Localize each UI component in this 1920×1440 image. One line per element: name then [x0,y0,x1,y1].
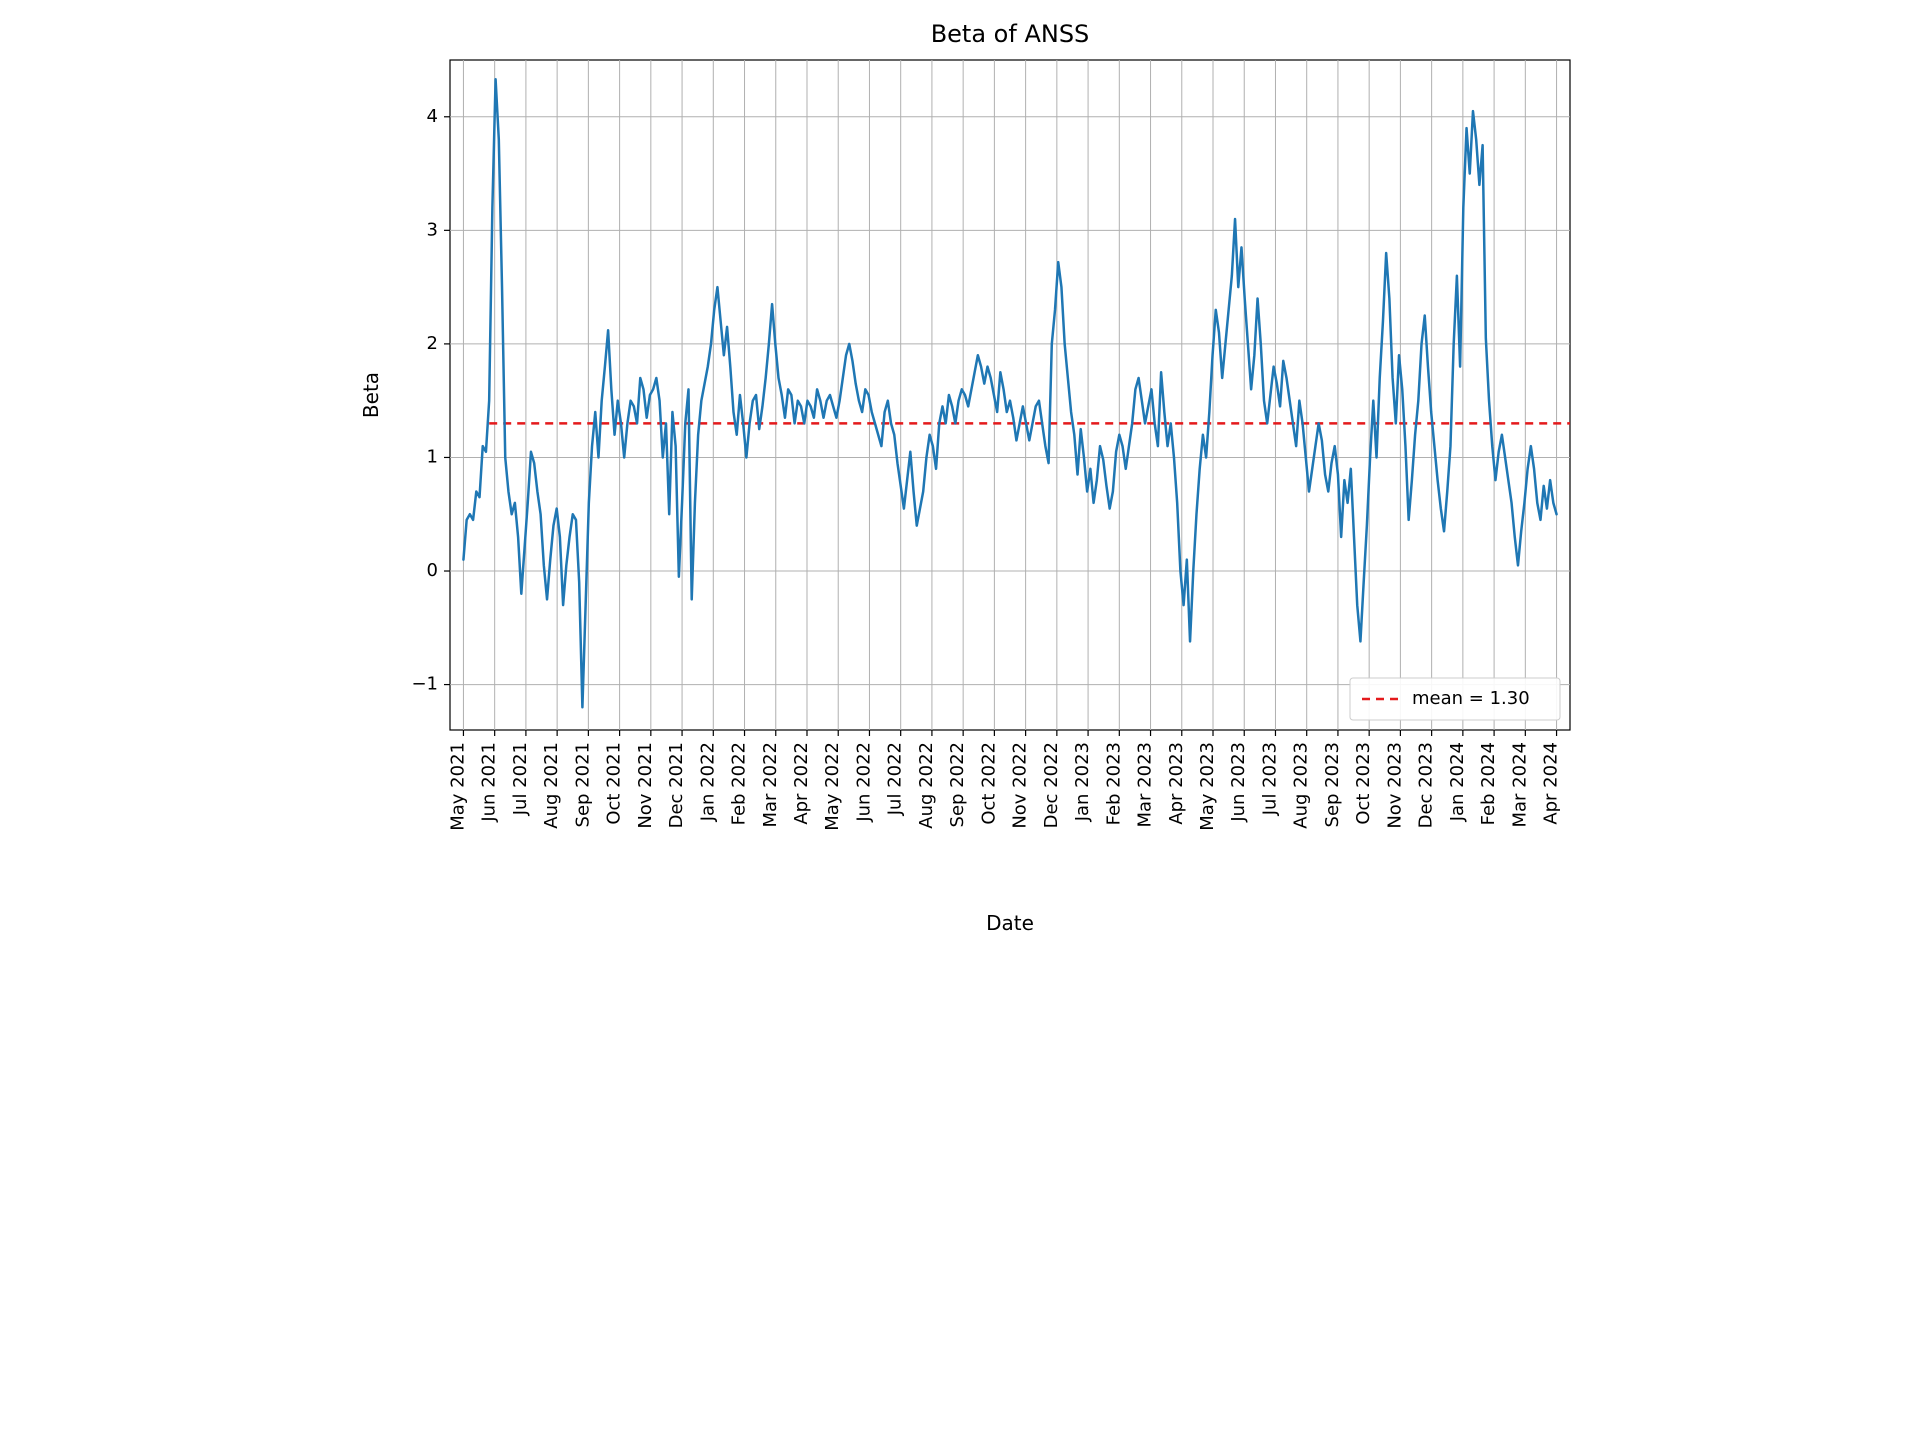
x-tick-label: Oct 2021 [604,742,625,825]
x-tick-label: Nov 2022 [1010,742,1031,829]
x-tick-label: Aug 2021 [541,742,562,829]
y-tick-label: −1 [411,674,438,695]
x-tick-label: Jan 2024 [1447,742,1468,822]
x-axis-label: Date [986,911,1034,935]
x-tick-label: Dec 2021 [666,742,687,828]
beta-chart: −1 0 1 2 3 4 May 2021 Jun 2021 Jul 2021 Aug 2021 S… [320,0,1600,960]
x-tick-label: Nov 2021 [635,742,656,829]
x-tick-label: Oct 2022 [978,742,999,825]
x-tick-label: Feb 2024 [1478,742,1499,825]
y-tick-label: 3 [427,219,438,240]
x-tick-label: Feb 2023 [1103,742,1124,825]
x-tick-label: Nov 2023 [1384,742,1405,829]
x-tick-label: Mar 2023 [1135,742,1156,828]
x-tick-label: Dec 2022 [1041,742,1062,828]
x-tick-label: Sep 2021 [572,742,593,827]
x-tick-label: Jun 2022 [853,742,874,823]
x-tick-label: Apr 2024 [1541,742,1562,825]
x-tick-label: Jun 2021 [479,742,500,823]
x-tick-label: Jul 2021 [510,742,531,816]
x-tick-label: May 2022 [822,742,843,831]
x-tick-label: May 2023 [1197,742,1218,831]
chart-title: Beta of ANSS [931,20,1090,48]
chart-container: −1 0 1 2 3 4 May 2021 Jun 2021 Jul 2021 Aug 2021 S… [320,0,1600,960]
x-tick-label: Aug 2023 [1291,742,1312,829]
x-tick-label: Jul 2023 [1259,742,1280,816]
y-axis-label: Beta [359,372,383,418]
x-tick-label: Aug 2022 [916,742,937,829]
x-tick-label: Jun 2023 [1228,742,1249,823]
y-tick-label: 1 [427,446,438,467]
x-tick-label: Apr 2022 [791,742,812,825]
x-tick-label: Dec 2023 [1416,742,1437,828]
x-tick-label: Mar 2022 [760,742,781,828]
x-tick-label: Feb 2022 [729,742,750,825]
x-tick-label: Jan 2022 [697,742,718,822]
y-tick-label: 2 [427,333,438,354]
x-tick-label: Jan 2023 [1072,742,1093,822]
x-tick-label: Sep 2022 [947,742,968,827]
y-tick-label: 4 [427,106,438,127]
x-tick-label: Apr 2023 [1166,742,1187,825]
x-tick-label: May 2021 [447,742,468,831]
x-tick-label: Oct 2023 [1353,742,1374,825]
x-tick-label: Jul 2022 [885,742,906,816]
x-tick-label: Sep 2023 [1322,742,1343,827]
legend-label: mean = 1.30 [1412,688,1530,709]
x-tick-label: Mar 2024 [1509,742,1530,828]
y-tick-label: 0 [427,560,438,581]
